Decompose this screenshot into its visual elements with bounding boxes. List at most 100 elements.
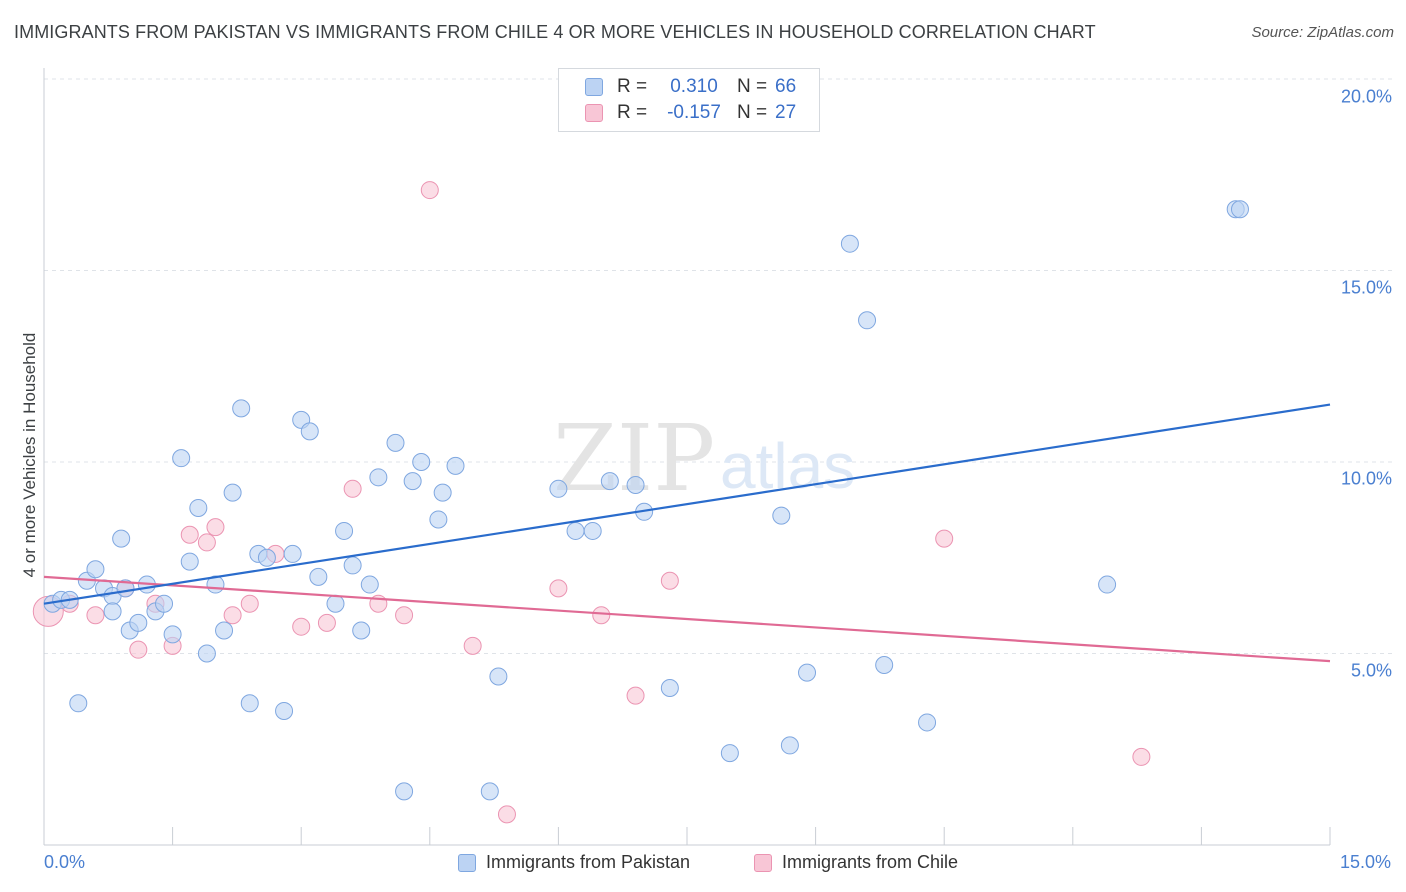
- chile-data-point: [420, 181, 439, 200]
- pakistan-data-point: [257, 548, 276, 567]
- watermark-zip: ZIP: [553, 405, 715, 512]
- pakistan-data-point: [223, 483, 242, 502]
- legend-n-label: N =: [737, 102, 768, 123]
- pakistan-data-point: [103, 602, 122, 621]
- chile-data-point: [626, 686, 645, 705]
- watermark: ZIP atlas: [553, 405, 855, 512]
- legend-row-chile: R = -0.157 N = 27: [585, 101, 796, 125]
- pakistan-data-point: [918, 713, 937, 732]
- pakistan-data-point: [275, 701, 294, 720]
- pakistan-data-point: [197, 644, 216, 663]
- pakistan-data-point: [386, 433, 405, 452]
- pakistan-data-point: [300, 422, 319, 441]
- pakistan-data-point: [772, 506, 791, 525]
- pakistan-data-point: [240, 694, 259, 713]
- chile-data-point: [292, 617, 311, 636]
- legend-swatch-chile: [754, 853, 772, 872]
- chile-data-point: [317, 613, 336, 632]
- pakistan-data-point: [429, 510, 448, 529]
- chart-title: IMMIGRANTS FROM PAKISTAN VS IMMIGRANTS F…: [14, 22, 1096, 42]
- y-tick-label: 20.0%: [1340, 86, 1392, 107]
- pakistan-data-point: [1098, 575, 1117, 594]
- pakistan-data-point: [189, 498, 208, 517]
- chile-data-point: [395, 606, 414, 625]
- watermark-atlas: atlas: [720, 430, 855, 502]
- pakistan-data-point: [129, 613, 148, 632]
- pakistan-data-point: [840, 234, 859, 253]
- legend-n-value: 66: [775, 76, 797, 97]
- legend-box: R = 0.310 N = 66 R = -0.157 N = 27: [558, 68, 820, 132]
- trend-layer: [43, 403, 1331, 663]
- y-tick-label: 10.0%: [1340, 468, 1392, 489]
- legend-r-label: R =: [617, 102, 648, 123]
- pakistan-data-point: [583, 521, 602, 540]
- pakistan-data-point: [352, 621, 371, 640]
- x-tick-label-max: 15.0%: [1340, 852, 1392, 872]
- pakistan-data-point: [69, 694, 88, 713]
- pakistan-data-point: [489, 667, 508, 686]
- pakistan-data-point: [403, 472, 422, 491]
- chile-data-point: [206, 518, 225, 537]
- chile-data-point: [343, 479, 362, 498]
- pakistan-data-point: [549, 479, 568, 498]
- pakistan-data-point: [335, 521, 354, 540]
- source-label: Source: ZipAtlas.com: [1251, 24, 1394, 41]
- pakistan-data-point: [172, 449, 191, 468]
- pakistan-data-point: [163, 625, 182, 644]
- pakistan-data-point: [566, 521, 585, 540]
- y-tick-label: 5.0%: [1350, 660, 1392, 681]
- pakistan-data-point: [660, 678, 679, 697]
- pakistan-data-point: [86, 560, 105, 579]
- pakistan-data-point: [215, 621, 234, 640]
- grid-layer: [44, 78, 1394, 654]
- pakistan-data-point: [858, 311, 877, 330]
- pakistan-data-point: [343, 556, 362, 575]
- pakistan-data-point: [480, 782, 499, 801]
- pakistan-data-point: [309, 567, 328, 586]
- chile-data-point: [129, 640, 148, 659]
- legend-swatch-pakistan: [585, 78, 603, 96]
- legend-r-value: 0.310: [670, 76, 718, 97]
- chile-data-point: [497, 805, 516, 824]
- pakistan-data-point: [369, 468, 388, 487]
- pakistan-data-point: [875, 655, 894, 674]
- legend-label-pakistan: Immigrants from Pakistan: [486, 852, 691, 872]
- pakistan-data-point: [626, 475, 645, 494]
- legend-swatch-chile: [585, 104, 603, 122]
- chile-trend-line: [43, 575, 1331, 663]
- pakistan-data-point: [395, 782, 414, 801]
- pakistan-data-point: [326, 594, 345, 613]
- y-axis-label: 4 or more Vehicles in Household: [20, 332, 39, 578]
- pakistan-data-point: [412, 453, 431, 471]
- pakistan-data-point: [446, 456, 465, 475]
- legend-swatch-pakistan: [458, 853, 476, 872]
- chile-data-point: [592, 606, 611, 625]
- legend-r-label: R =: [617, 76, 648, 97]
- chile-data-point: [1132, 747, 1151, 766]
- chile-data-point: [180, 525, 199, 544]
- legend-row-pakistan: R = 0.310 N = 66: [585, 75, 796, 99]
- chile-data-point: [197, 533, 216, 552]
- legend-n-value: 27: [775, 102, 797, 123]
- legend-n-label: N =: [737, 76, 768, 97]
- pakistan-data-point: [720, 744, 739, 763]
- legend-label-chile: Immigrants from Chile: [782, 852, 959, 872]
- bottom-legend-chile: Immigrants from Chile: [754, 852, 958, 873]
- y-tick-label: 15.0%: [1340, 277, 1392, 298]
- pakistan-data-point: [600, 472, 619, 491]
- chile-data-point: [223, 606, 242, 625]
- chile-data-point: [935, 529, 954, 548]
- pakistan-data-point: [180, 552, 199, 571]
- pakistan-data-point: [780, 736, 799, 755]
- pakistan-data-point: [112, 529, 131, 548]
- chile-data-point: [549, 579, 568, 598]
- chile-data-point: [463, 636, 482, 655]
- pakistan-trend-line: [43, 403, 1331, 605]
- pakistan-data-point: [283, 544, 302, 563]
- pakistan-data-point: [798, 663, 817, 682]
- pakistan-data-point: [433, 483, 452, 502]
- pakistan-data-point: [360, 575, 379, 594]
- legend-r-value: -0.157: [667, 102, 721, 123]
- chile-points: [32, 181, 1151, 824]
